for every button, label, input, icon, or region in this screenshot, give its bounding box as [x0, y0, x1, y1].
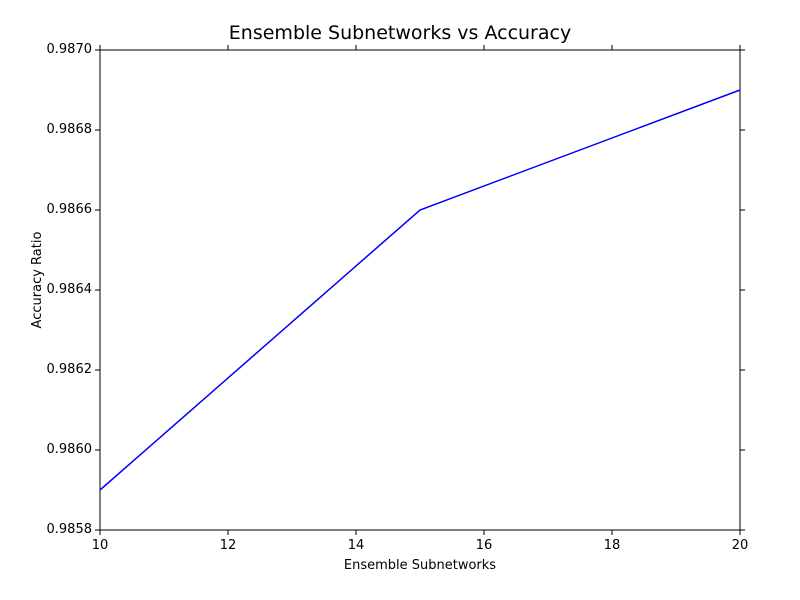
y-tick-label: 0.9868	[47, 122, 93, 137]
x-axis-label: Ensemble Subnetworks	[100, 558, 740, 573]
x-tick-label: 14	[346, 538, 366, 553]
y-tick-label: 0.9862	[47, 362, 93, 377]
y-tick-label: 0.9864	[47, 282, 93, 297]
x-tick-label: 10	[90, 538, 110, 553]
chart-title: Ensemble Subnetworks vs Accuracy	[0, 22, 800, 44]
y-tick-label: 0.9860	[47, 442, 93, 457]
x-tick-label: 18	[602, 538, 622, 553]
y-axis-label: Accuracy Ratio	[30, 220, 45, 340]
x-tick-label: 12	[218, 538, 238, 553]
figure: Ensemble Subnetworks vs Accuracy Ensembl…	[0, 0, 800, 600]
plot-svg	[0, 0, 800, 600]
y-tick-label: 0.9858	[47, 522, 93, 537]
y-tick-label: 0.9870	[47, 42, 93, 57]
y-tick-label: 0.9866	[47, 202, 93, 217]
x-tick-label: 20	[730, 538, 750, 553]
x-tick-label: 16	[474, 538, 494, 553]
